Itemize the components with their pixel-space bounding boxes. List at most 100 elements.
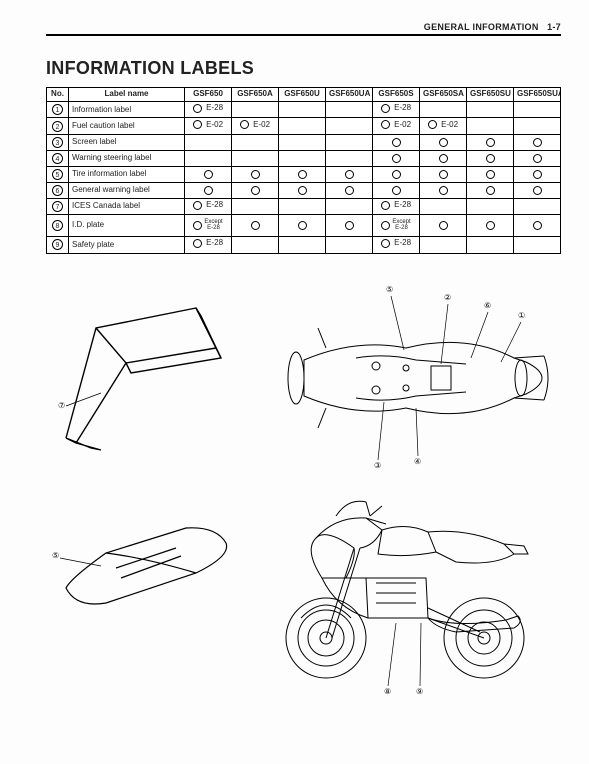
- model-cell: E-28: [373, 198, 420, 214]
- model-cell: [326, 198, 373, 214]
- callout-4: ④: [414, 457, 421, 466]
- model-cell: [185, 150, 232, 166]
- row-label: I.D. plate: [69, 215, 185, 237]
- model-cell: [467, 198, 514, 214]
- row-number: 9: [47, 237, 69, 253]
- callout-1: ①: [518, 311, 525, 320]
- row-number: 8: [47, 215, 69, 237]
- row-label: Tire information label: [69, 166, 185, 182]
- model-cell: [373, 166, 420, 182]
- row-number: 4: [47, 150, 69, 166]
- model-cell: ExceptE-28: [185, 215, 232, 237]
- row-number: 2: [47, 118, 69, 134]
- col-model: GSF650: [185, 88, 232, 102]
- model-cell: [373, 182, 420, 198]
- model-cell: [279, 102, 326, 118]
- model-cell: E-02: [373, 118, 420, 134]
- model-cell: [232, 182, 279, 198]
- col-label: Label name: [69, 88, 185, 102]
- col-model: GSF650SU: [467, 88, 514, 102]
- model-cell: [279, 118, 326, 134]
- model-cell: [279, 215, 326, 237]
- model-cell: [326, 150, 373, 166]
- model-cell: [279, 182, 326, 198]
- col-model: GSF650SA: [420, 88, 467, 102]
- callout-7: ⑦: [58, 401, 65, 410]
- row-label: Screen label: [69, 134, 185, 150]
- model-cell: E-28: [185, 198, 232, 214]
- model-cell: [185, 134, 232, 150]
- row-number: 3: [47, 134, 69, 150]
- model-cell: E-28: [373, 102, 420, 118]
- model-cell: [420, 150, 467, 166]
- motorcycle-side-diagram: ⑧ ⑨: [256, 488, 556, 698]
- model-cell: [514, 166, 561, 182]
- model-cell: [514, 150, 561, 166]
- diagrams-area: ⑦ ⑤: [46, 278, 556, 718]
- model-cell: [420, 182, 467, 198]
- model-cell: E-02: [420, 118, 467, 134]
- table-row: 6General warning label: [47, 182, 561, 198]
- row-number: 1: [47, 102, 69, 118]
- model-cell: E-28: [185, 102, 232, 118]
- callout-5: ⑤: [386, 285, 393, 294]
- model-cell: [467, 102, 514, 118]
- model-cell: [232, 150, 279, 166]
- motorcycle-top-diagram: ⑤ ② ⑥ ① ④ ③: [266, 278, 556, 478]
- callout-9: ⑨: [416, 687, 423, 696]
- col-no: No.: [47, 88, 69, 102]
- model-cell: [514, 198, 561, 214]
- model-cell: [420, 166, 467, 182]
- table-row: 4Warning steering label: [47, 150, 561, 166]
- page: GENERAL INFORMATION 1-7 INFORMATION LABE…: [0, 0, 589, 718]
- row-number: 7: [47, 198, 69, 214]
- table-row: 1Information label E-28 E-28: [47, 102, 561, 118]
- model-cell: [373, 150, 420, 166]
- model-cell: [420, 102, 467, 118]
- model-cell: E-28: [185, 237, 232, 253]
- model-cell: [467, 166, 514, 182]
- model-cell: [467, 150, 514, 166]
- col-model: GSF650SUA: [514, 88, 561, 102]
- model-cell: [326, 102, 373, 118]
- model-cell: [232, 215, 279, 237]
- model-cell: [514, 102, 561, 118]
- callout-5b: ⑤: [52, 551, 59, 560]
- table-row: 5Tire information label: [47, 166, 561, 182]
- model-cell: [232, 198, 279, 214]
- col-model: GSF650UA: [326, 88, 373, 102]
- page-title: INFORMATION LABELS: [46, 58, 561, 79]
- model-cell: [420, 134, 467, 150]
- model-cell: [279, 150, 326, 166]
- header-page: 1-7: [547, 22, 561, 32]
- callout-2: ②: [444, 293, 451, 302]
- row-label: ICES Canada label: [69, 198, 185, 214]
- seat-diagram: ⑤: [46, 508, 246, 628]
- model-cell: [420, 237, 467, 253]
- model-cell: [279, 134, 326, 150]
- table-row: 8I.D. plateExceptE-28ExceptE-28: [47, 215, 561, 237]
- model-cell: [326, 118, 373, 134]
- labels-table: No. Label name GSF650 GSF650A GSF650U GS…: [46, 87, 561, 254]
- model-cell: [514, 215, 561, 237]
- table-row: 9Safety plate E-28 E-28: [47, 237, 561, 253]
- model-cell: ExceptE-28: [373, 215, 420, 237]
- header-section: GENERAL INFORMATION 1-7: [46, 22, 561, 36]
- model-cell: [185, 166, 232, 182]
- model-cell: E-02: [232, 118, 279, 134]
- model-cell: [467, 215, 514, 237]
- model-cell: [420, 198, 467, 214]
- model-cell: [467, 134, 514, 150]
- row-label: Safety plate: [69, 237, 185, 253]
- model-cell: [232, 237, 279, 253]
- table-header-row: No. Label name GSF650 GSF650A GSF650U GS…: [47, 88, 561, 102]
- frame-diagram: ⑦: [46, 288, 246, 468]
- model-cell: [467, 237, 514, 253]
- model-cell: [279, 198, 326, 214]
- row-number: 5: [47, 166, 69, 182]
- model-cell: [326, 215, 373, 237]
- model-cell: [232, 102, 279, 118]
- model-cell: [232, 134, 279, 150]
- callout-8: ⑧: [384, 687, 391, 696]
- model-cell: [420, 215, 467, 237]
